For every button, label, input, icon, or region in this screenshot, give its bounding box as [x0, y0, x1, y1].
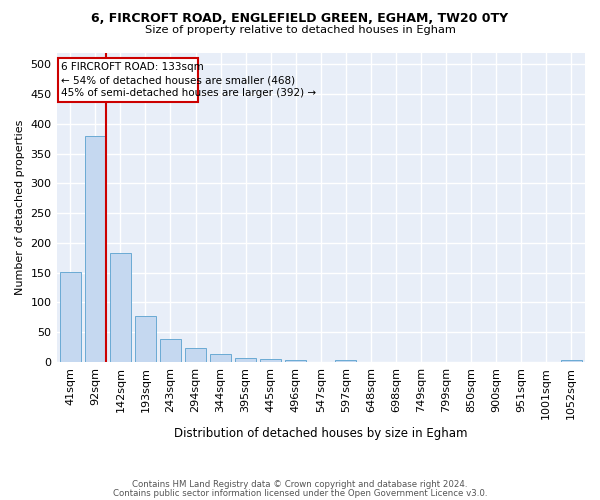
Bar — [285, 360, 307, 362]
Text: 6, FIRCROFT ROAD, ENGLEFIELD GREEN, EGHAM, TW20 0TY: 6, FIRCROFT ROAD, ENGLEFIELD GREEN, EGHA… — [91, 12, 509, 26]
Bar — [560, 360, 582, 362]
Bar — [59, 272, 81, 362]
X-axis label: Distribution of detached houses by size in Egham: Distribution of detached houses by size … — [174, 427, 467, 440]
Bar — [160, 340, 181, 362]
Text: ← 54% of detached houses are smaller (468): ← 54% of detached houses are smaller (46… — [61, 75, 295, 85]
Bar — [185, 348, 206, 362]
Bar — [235, 358, 256, 362]
Text: Contains public sector information licensed under the Open Government Licence v3: Contains public sector information licen… — [113, 489, 487, 498]
Bar — [135, 316, 156, 362]
Bar — [260, 359, 281, 362]
Bar — [210, 354, 231, 362]
Text: Size of property relative to detached houses in Egham: Size of property relative to detached ho… — [145, 25, 455, 35]
Text: 45% of semi-detached houses are larger (392) →: 45% of semi-detached houses are larger (… — [61, 88, 316, 98]
Text: Contains HM Land Registry data © Crown copyright and database right 2024.: Contains HM Land Registry data © Crown c… — [132, 480, 468, 489]
Bar — [335, 360, 356, 362]
Bar — [85, 136, 106, 362]
Bar — [110, 253, 131, 362]
FancyBboxPatch shape — [58, 58, 198, 102]
Y-axis label: Number of detached properties: Number of detached properties — [15, 120, 25, 295]
Text: 6 FIRCROFT ROAD: 133sqm: 6 FIRCROFT ROAD: 133sqm — [61, 62, 204, 72]
